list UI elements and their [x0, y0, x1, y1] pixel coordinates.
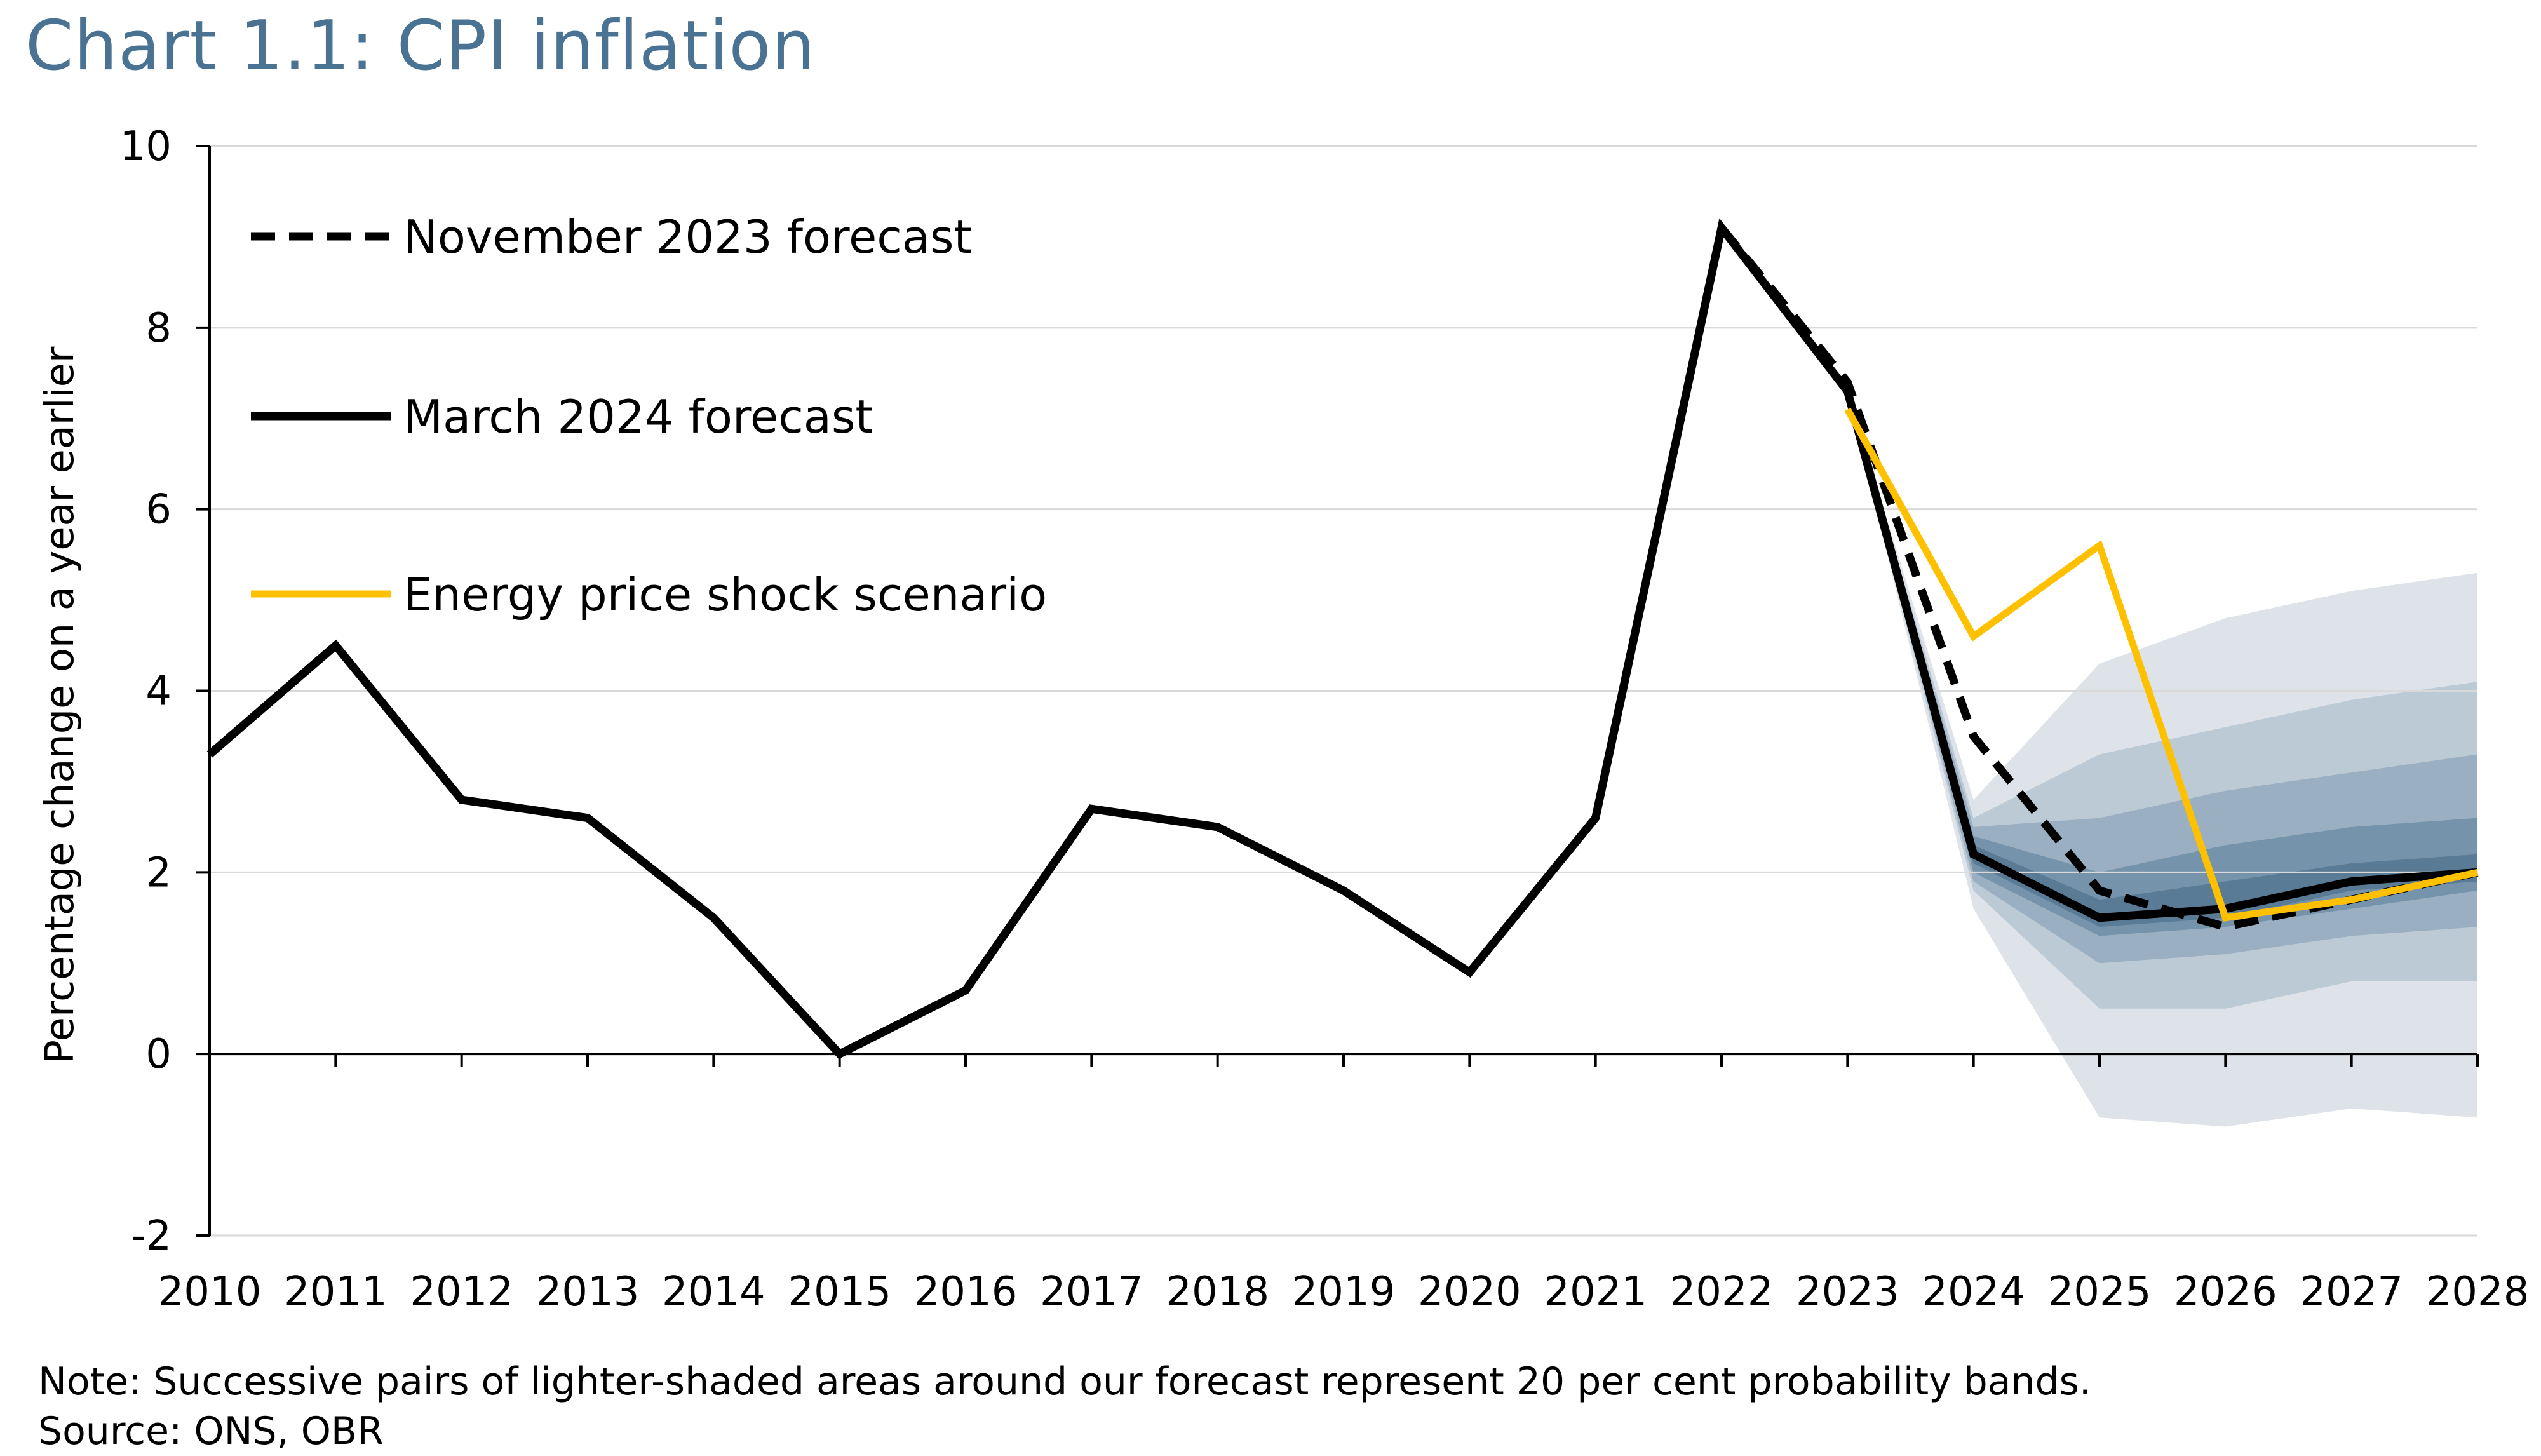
chart-source: Source: ONS, OBR [38, 1409, 384, 1453]
chart-title: Chart 1.1: CPI inflation [25, 6, 816, 86]
x-tick-label-2026: 2026 [2174, 1269, 2277, 1316]
x-tick-label-2024: 2024 [1922, 1269, 2025, 1316]
legend-label-3: Energy price shock scenario [403, 568, 1047, 621]
x-tick-label-2027: 2027 [2300, 1269, 2403, 1316]
x-tick-label-2025: 2025 [2048, 1269, 2152, 1316]
x-tick-label-2012: 2012 [410, 1269, 513, 1316]
x-tick-label-2017: 2017 [1040, 1269, 1143, 1316]
x-tick-label-2011: 2011 [284, 1269, 388, 1316]
legend-label-1: November 2023 forecast [403, 210, 972, 264]
x-tick-label-2022: 2022 [1670, 1269, 1774, 1316]
probability-bands [1847, 391, 2477, 1127]
legend-label-2: March 2024 forecast [403, 390, 873, 443]
x-tick-label-2019: 2019 [1292, 1269, 1396, 1316]
legend: November 2023 forecast March 2024 forecas… [251, 210, 1047, 621]
x-tick-label-2020: 2020 [1418, 1269, 1521, 1316]
y-tick-label-10: 10 [120, 123, 172, 170]
y-tick-label--2: -2 [131, 1213, 172, 1260]
x-tick-label-2010: 2010 [158, 1269, 262, 1316]
x-tick-label-2016: 2016 [914, 1269, 1018, 1316]
x-tick-label-2023: 2023 [1796, 1269, 1899, 1316]
probability-band-3 [1847, 391, 2477, 964]
y-tick-label-8: 8 [145, 305, 172, 352]
y-tick-label-2: 2 [145, 849, 172, 896]
y-tick-label-4: 4 [145, 668, 172, 715]
x-tick-label-2014: 2014 [662, 1269, 765, 1316]
x-tick-label-2028: 2028 [2426, 1269, 2530, 1316]
x-tick-label-2021: 2021 [1544, 1269, 1647, 1316]
x-tick-label-2013: 2013 [536, 1269, 640, 1316]
y-axis-title: Percentage change on a year earlier [36, 346, 83, 1063]
y-tick-label-6: 6 [145, 487, 172, 534]
y-tick-label-0: 0 [145, 1031, 172, 1078]
x-tick-label-2015: 2015 [788, 1269, 891, 1316]
x-tick-label-2018: 2018 [1166, 1269, 1269, 1316]
chart-note: Note: Successive pairs of lighter-shaded… [38, 1359, 2091, 1404]
series-lines [206, 218, 2479, 1060]
series-line-energy-price-shock-scenario [1844, 407, 2479, 922]
series-line-march-2024-forecast [206, 218, 2478, 1060]
axes: -2 0 2 4 6 8 10 2010 2011 2012 2013 2014 2015 2016 201… [120, 123, 2530, 1316]
gridlines [210, 145, 2477, 1237]
